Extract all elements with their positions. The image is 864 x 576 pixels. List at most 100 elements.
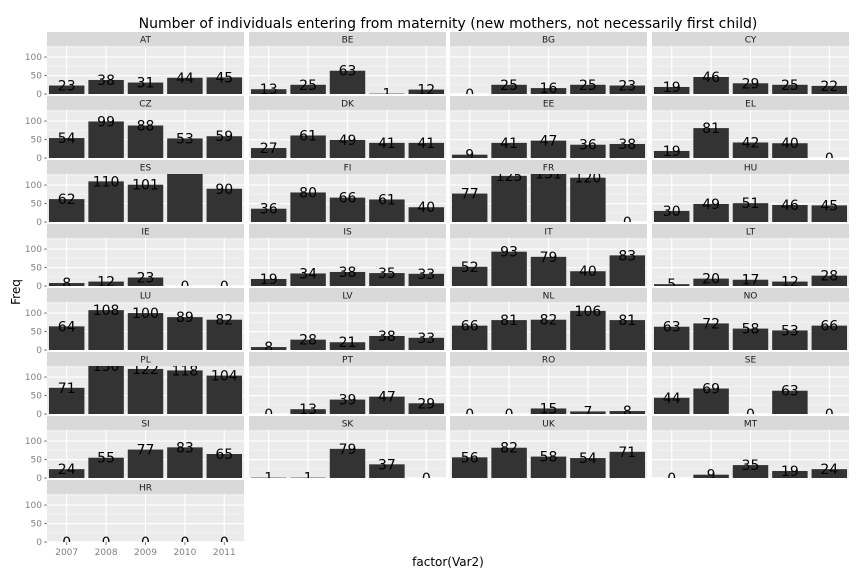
facet-strip	[47, 96, 244, 110]
bar-ee-2011	[609, 143, 646, 158]
facet-panel-cz: CZ 54 99 88 53 59 0 50 100	[25, 96, 244, 164]
data-label: 25	[781, 78, 799, 94]
facet-strip-label: CY	[745, 36, 757, 46]
bar-lv-2008	[290, 339, 326, 350]
data-label: 106	[575, 304, 602, 320]
data-label: 19	[663, 144, 681, 160]
data-label: 110	[93, 174, 120, 190]
bar-is-2011	[408, 273, 445, 286]
facet-panel-is: IS 19 34 38 35 33	[249, 224, 446, 286]
facet-panel-fr: FR 77 125 131 120 0	[450, 160, 647, 222]
data-label: 55	[97, 451, 115, 467]
facet-panel-nl: NL 66 81 82 106 81	[450, 288, 647, 350]
bar-be-2011	[408, 89, 445, 94]
bar-lt-2007	[653, 284, 690, 286]
data-label: 8	[264, 340, 273, 356]
data-label: 34	[299, 266, 317, 282]
data-label: 45	[820, 198, 838, 214]
x-tick-label: 2008	[95, 548, 118, 558]
bar-si-2010	[167, 447, 203, 478]
data-label: 104	[211, 369, 238, 385]
bar-dk-2008	[290, 135, 326, 158]
panel-plot-area: 52 93 79 40 83	[450, 238, 647, 286]
bar-at-2010	[167, 77, 203, 94]
y-tick-label: 0	[36, 346, 42, 356]
data-label: 27	[260, 141, 278, 157]
facet-panel-no: NO 63 72 58 53 66	[652, 288, 849, 350]
bar-uk-2009	[530, 456, 567, 478]
data-label: 0	[746, 407, 755, 423]
data-label: 90	[215, 182, 233, 198]
bar-ee-2009	[530, 140, 567, 158]
data-label: 35	[742, 458, 760, 474]
chart-title: Number of individuals entering from mate…	[139, 16, 758, 32]
y-tick-label: 50	[31, 328, 43, 338]
panel-plot-area: 0 0 0 0 0	[47, 494, 244, 551]
facet-strip	[47, 416, 244, 430]
data-label: 0	[825, 407, 834, 423]
y-axis-title: Freq	[9, 279, 23, 305]
data-label: 0	[465, 407, 474, 423]
panel-plot-area: 0 13 39 47 29	[249, 366, 446, 414]
bar-no-2009	[732, 328, 769, 350]
facet-panel-be: BE 13 25 63 1 12	[249, 32, 446, 99]
data-label: 63	[781, 384, 799, 400]
bar-fr-2009	[530, 174, 567, 222]
y-tick-label: 100	[25, 373, 42, 383]
bar-be-2009	[329, 70, 366, 94]
data-label: 25	[299, 78, 317, 94]
panel-plot-area: 66 81 82 106 81	[450, 302, 647, 350]
facet-strip-label: IT	[544, 228, 553, 238]
data-label: 37	[378, 457, 396, 473]
data-label: 0	[62, 535, 71, 551]
data-label: 45	[215, 70, 233, 86]
facet-strip	[450, 224, 647, 238]
facet-panel-ro: RO 0 0 15 7 8	[450, 352, 647, 423]
bar-hu-2007	[653, 210, 690, 222]
data-label: 61	[299, 128, 317, 144]
bar-no-2008	[693, 323, 729, 350]
bar-se-2008	[693, 388, 729, 414]
facet-strip-label: HU	[744, 164, 757, 174]
bar-dk-2007	[250, 148, 287, 158]
facet-strip-label: FI	[344, 164, 352, 174]
data-label: 38	[378, 329, 396, 345]
panel-plot-area: 44 69 0 63 0	[652, 366, 849, 423]
bar-mt-2011	[811, 469, 848, 478]
bar-it-2010	[570, 271, 606, 286]
bar-uk-2007	[451, 457, 488, 478]
facet-panel-lt: LT 5 20 17 12 28	[652, 224, 849, 286]
bar-pl-2008	[88, 366, 124, 414]
bar-hu-2010	[772, 205, 808, 222]
bar-cy-2009	[732, 83, 769, 94]
bar-uk-2011	[609, 451, 646, 478]
bar-bg-2010	[570, 84, 606, 94]
data-label: 12	[417, 83, 435, 99]
facet-strip-label: NL	[543, 292, 555, 302]
data-label: 24	[58, 462, 76, 478]
data-label: 40	[781, 136, 799, 152]
bar-cy-2010	[772, 84, 808, 94]
facet-strip-label: FR	[543, 164, 554, 174]
panel-plot-area: 64 108 100 89 82	[47, 302, 244, 350]
bar-pl-2011	[206, 375, 243, 414]
data-label: 19	[781, 464, 799, 480]
data-label: 46	[781, 198, 799, 214]
facet-strip-label: DK	[341, 100, 355, 110]
data-label: 99	[97, 114, 115, 130]
bar-dk-2009	[329, 139, 366, 158]
data-label: 58	[742, 322, 760, 338]
bar-fi-2007	[250, 208, 287, 222]
bar-cz-2010	[167, 138, 203, 158]
data-label: 89	[176, 310, 194, 326]
data-label: 8	[623, 404, 632, 420]
panel-plot-area: 71 130 122 118 104	[47, 366, 244, 414]
panel-plot-area: 30 49 51 46 45	[652, 174, 849, 222]
bar-es-2010	[167, 174, 203, 222]
data-label: 77	[461, 187, 479, 203]
data-label: 7	[583, 404, 592, 420]
data-label: 80	[299, 185, 317, 201]
bar-mt-2008	[693, 474, 729, 478]
y-tick-label: 0	[36, 538, 42, 548]
data-label: 8	[62, 276, 71, 292]
